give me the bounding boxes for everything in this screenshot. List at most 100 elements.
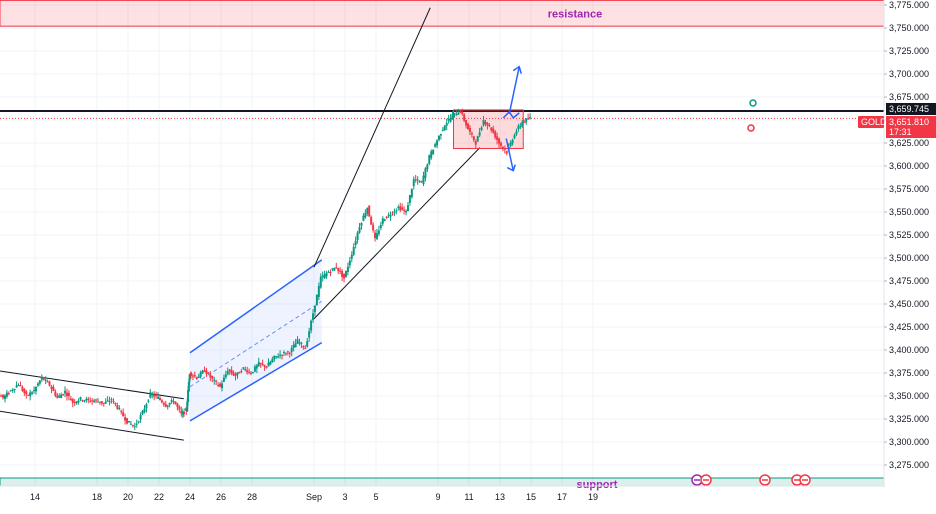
candle-body — [42, 377, 45, 380]
bullish-arrow — [508, 66, 520, 115]
candle-body — [505, 151, 508, 154]
candle-body — [96, 401, 99, 403]
candle-body — [135, 423, 138, 425]
price-tick-label: 3,475.000 — [889, 276, 929, 286]
candle-body — [364, 213, 367, 218]
candle-body — [187, 390, 190, 403]
candle-body — [308, 331, 311, 338]
candle-body — [290, 347, 293, 352]
candle-body — [486, 123, 489, 126]
candle-body — [172, 401, 175, 403]
candle-body — [153, 394, 156, 397]
candle-body — [102, 402, 105, 404]
candle-body — [499, 143, 502, 146]
candle-body — [370, 216, 373, 225]
bearish-arrow — [505, 138, 514, 171]
candle-body — [242, 367, 245, 369]
candle-body — [64, 390, 67, 394]
candle-body — [403, 209, 406, 211]
candle-body — [339, 270, 342, 272]
time-tick-label: 26 — [216, 492, 226, 502]
candle-body — [180, 410, 183, 414]
candle-body — [527, 118, 530, 120]
candle-body — [230, 370, 233, 374]
candle-body — [391, 213, 394, 215]
candle-body — [62, 394, 65, 396]
candle-body — [263, 365, 266, 367]
time-tick-label: 13 — [495, 492, 505, 502]
symbol-tag-text: GOLD — [861, 117, 887, 127]
candle-body — [515, 131, 518, 135]
candle-body — [393, 211, 396, 213]
current-price-tag — [886, 116, 936, 138]
candle-body — [112, 400, 115, 402]
candle-body — [453, 112, 456, 114]
price-tick-label: 3,750.000 — [889, 23, 929, 33]
candle-body — [11, 389, 14, 391]
candle-body — [3, 395, 6, 400]
time-axis[interactable]: 14 18 20 22 24 26 28 Sep 3 5 9 11 13 15 17 19 — [0, 485, 884, 502]
candle-body — [284, 353, 287, 355]
candle-body — [244, 369, 247, 371]
price-zones: resistance support — [0, 0, 885, 491]
candle-body — [414, 179, 417, 181]
candle-body — [36, 383, 39, 386]
candle-body — [79, 397, 82, 400]
candle-body — [126, 418, 129, 424]
candle-body — [465, 120, 468, 126]
candle-body — [201, 370, 204, 374]
candle-body — [267, 362, 270, 367]
candle-body — [50, 386, 53, 389]
countdown-timer: 17:31 — [889, 127, 912, 137]
candle-body — [34, 386, 37, 392]
candle-body — [529, 117, 532, 119]
candle-body — [319, 276, 322, 288]
candle-body — [133, 426, 136, 428]
candle-body — [397, 206, 400, 208]
candle-body — [488, 124, 491, 127]
candle-body — [85, 398, 88, 401]
candle-body — [186, 401, 189, 412]
price-tick-label: 3,700.000 — [889, 69, 929, 79]
candle-body — [48, 381, 51, 386]
candle-body — [143, 408, 146, 412]
time-tick-label: 9 — [435, 492, 440, 502]
candle-body — [27, 394, 30, 396]
candle-body — [343, 273, 346, 279]
candle-body — [321, 275, 324, 278]
candle-body — [67, 392, 70, 396]
candle-body — [366, 207, 369, 214]
candle-body — [368, 205, 371, 217]
time-tick-label: 19 — [588, 492, 598, 502]
candle-body — [149, 392, 152, 398]
price-axis[interactable]: 3,775.000 3,750.000 3,725.000 3,700.000 3,67… — [883, 0, 929, 486]
candle-body — [503, 148, 506, 150]
candle-body — [120, 410, 123, 412]
candle-body — [406, 205, 409, 212]
candle-body — [517, 126, 520, 129]
symbol-tag — [858, 116, 884, 128]
candle-body — [104, 401, 107, 404]
candle-body — [379, 225, 382, 228]
candle-body — [360, 223, 363, 226]
price-tick-label: 3,450.000 — [889, 299, 929, 309]
candle-body — [352, 246, 355, 255]
candle-body — [211, 376, 214, 379]
candle-body — [224, 374, 227, 378]
candle-body — [236, 372, 239, 375]
candle-body — [234, 374, 237, 377]
candle-body — [147, 400, 150, 402]
price-tick-label: 3,400.000 — [889, 345, 929, 355]
price-tick-label: 3,575.000 — [889, 184, 929, 194]
price-tick-label: 3,375.000 — [889, 368, 929, 378]
candle-body — [129, 423, 132, 425]
time-tick-label: 20 — [123, 492, 133, 502]
candle-body — [513, 135, 516, 139]
candle-body — [106, 400, 109, 402]
candle-body — [372, 224, 375, 231]
time-tick-label: 14 — [30, 492, 40, 502]
time-tick-label: 18 — [92, 492, 102, 502]
candle-body — [457, 112, 460, 115]
candle-body — [164, 403, 167, 407]
